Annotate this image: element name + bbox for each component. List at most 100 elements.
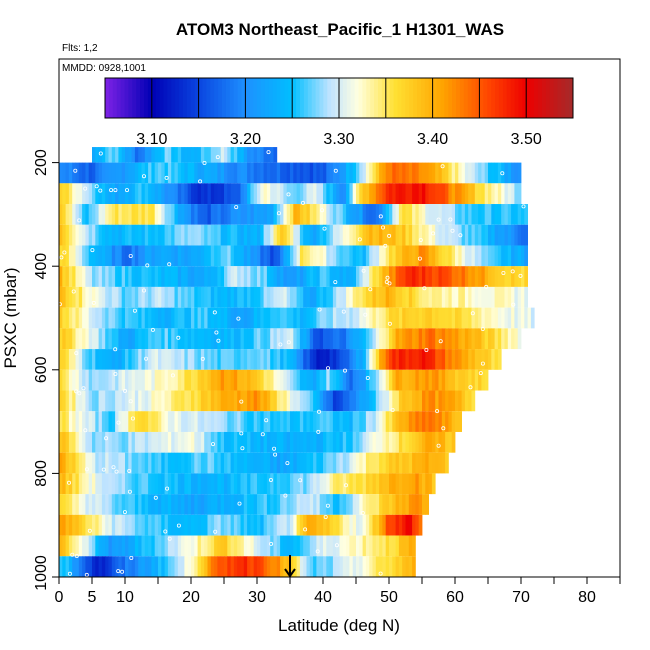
heat-cell xyxy=(240,266,245,287)
heat-cell xyxy=(184,494,189,515)
heat-cell xyxy=(484,307,489,329)
sample-point xyxy=(113,347,118,352)
heat-cell xyxy=(224,147,228,163)
heat-cell xyxy=(306,473,311,495)
heat-cell xyxy=(174,431,179,453)
heat-cell xyxy=(247,307,251,329)
heat-cell xyxy=(148,390,152,412)
heat-cell xyxy=(270,204,274,225)
heat-cell xyxy=(210,452,215,474)
heat-cell xyxy=(382,514,387,536)
heat-cell xyxy=(306,494,311,515)
heat-cell xyxy=(491,204,495,225)
heat-cell xyxy=(263,204,268,225)
heat-cell xyxy=(478,224,482,246)
heat-cell xyxy=(309,224,314,246)
heat-cell xyxy=(217,307,222,329)
heat-cell xyxy=(375,535,380,557)
heat-cell xyxy=(478,183,482,205)
heat-cell xyxy=(194,183,198,205)
heat-cell xyxy=(458,411,462,432)
heat-cell xyxy=(478,328,482,350)
sample-point xyxy=(478,371,483,376)
heat-cell xyxy=(210,162,215,184)
heat-cell xyxy=(243,556,248,577)
heat-cell xyxy=(194,431,198,453)
heat-cell xyxy=(138,147,142,163)
heat-cell xyxy=(365,494,370,515)
heat-cell xyxy=(491,224,495,246)
heat-cell xyxy=(210,473,215,495)
heat-cell xyxy=(375,452,380,474)
heat-cell xyxy=(121,431,126,453)
heat-cell xyxy=(438,162,443,184)
heat-cell xyxy=(286,266,291,287)
heat-cell xyxy=(167,556,172,577)
heat-cell xyxy=(428,431,433,453)
heat-cell xyxy=(134,183,139,205)
heat-cell xyxy=(230,183,235,205)
colorbar-cell xyxy=(155,78,160,118)
heat-cell xyxy=(425,349,429,370)
heat-cell xyxy=(118,147,123,163)
heat-cell xyxy=(82,514,86,536)
heat-cell xyxy=(270,452,274,474)
heat-cell xyxy=(148,494,152,515)
heat-cell xyxy=(517,286,522,308)
heat-cell xyxy=(247,349,251,370)
heat-cell xyxy=(286,556,291,577)
heat-cell xyxy=(349,431,354,453)
heat-cell xyxy=(448,286,453,308)
heat-cell xyxy=(425,473,429,495)
heat-cell xyxy=(273,411,278,432)
heat-cell xyxy=(326,452,330,474)
heat-cell xyxy=(247,535,251,557)
heat-cell xyxy=(128,224,132,246)
sample-point xyxy=(213,529,218,534)
heat-cell xyxy=(478,286,482,308)
heat-cell xyxy=(204,494,208,515)
heat-cell xyxy=(72,286,76,308)
heat-cell xyxy=(359,473,363,495)
colorbar-cell xyxy=(487,78,492,118)
heat-cell xyxy=(243,411,248,432)
heat-cell xyxy=(491,328,495,350)
heat-cell xyxy=(316,286,321,308)
y-tick-label: 800 xyxy=(33,460,50,487)
heat-cell xyxy=(204,556,208,577)
heat-cell xyxy=(108,535,113,557)
colorbar-cell xyxy=(311,78,316,118)
heat-cell xyxy=(68,204,73,225)
heat-cell xyxy=(369,307,373,329)
heat-cell xyxy=(118,204,123,225)
heat-cell xyxy=(296,183,301,205)
heat-cell xyxy=(167,452,172,474)
heat-cell xyxy=(290,328,294,350)
heat-cell xyxy=(451,224,456,246)
heat-cell xyxy=(217,556,222,577)
heat-cell xyxy=(263,349,268,370)
heat-cell xyxy=(517,162,522,184)
heat-cell xyxy=(336,266,340,287)
heat-cell xyxy=(62,266,66,287)
heat-cell xyxy=(121,452,126,474)
heat-cell xyxy=(303,535,307,557)
heat-cell xyxy=(141,452,146,474)
heat-cell xyxy=(418,452,423,474)
heat-cell xyxy=(382,473,387,495)
heat-cell xyxy=(134,266,139,287)
heat-cell xyxy=(494,307,499,329)
heat-cell xyxy=(177,245,182,267)
heat-cell xyxy=(115,452,119,474)
heat-cell xyxy=(111,556,116,577)
heat-cell xyxy=(257,224,261,246)
heat-cell xyxy=(227,224,231,246)
heat-cell xyxy=(501,183,505,205)
heat-cell xyxy=(108,224,113,246)
heat-cell xyxy=(92,390,96,412)
heat-cell xyxy=(260,183,264,205)
heat-cell xyxy=(227,204,231,225)
heat-cell xyxy=(260,411,264,432)
heat-cell xyxy=(332,514,337,536)
heat-cell xyxy=(174,535,179,557)
